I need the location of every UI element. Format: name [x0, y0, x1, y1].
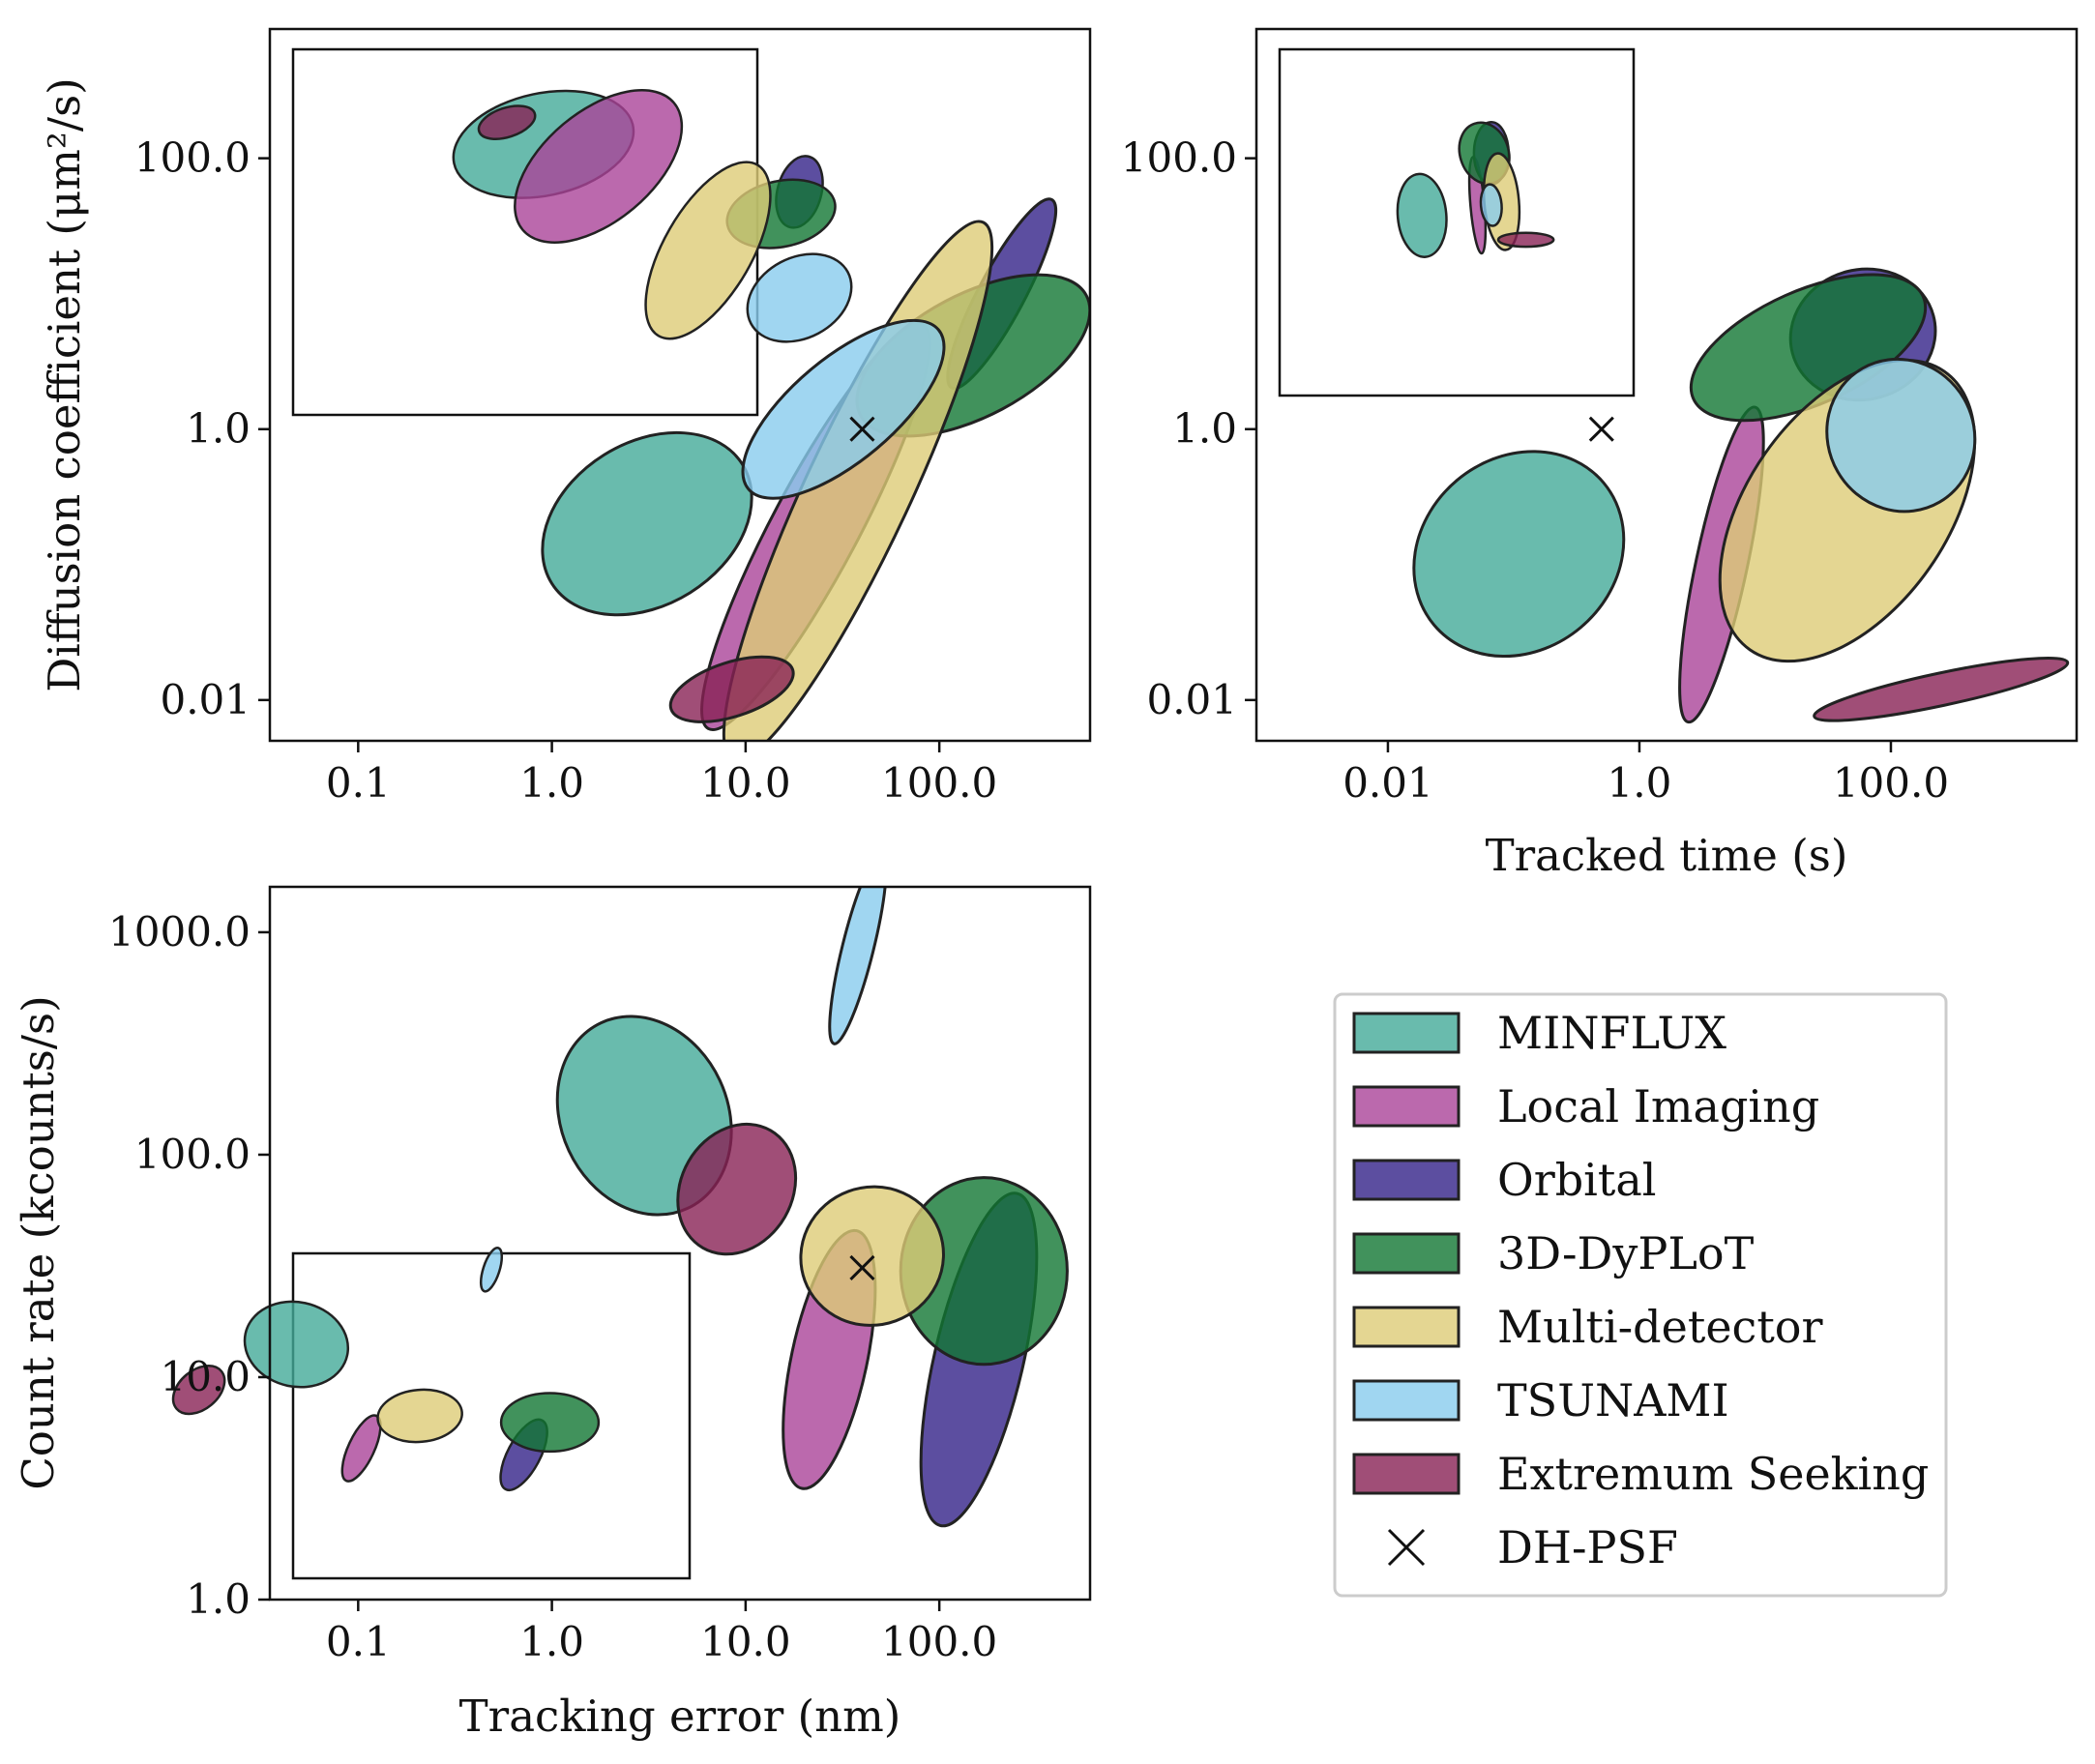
legend-swatch — [1352, 1232, 1461, 1275]
legend-item-extremum-seeking: Extremum Seeking — [1352, 1448, 1929, 1500]
inset-frame — [1278, 47, 1636, 397]
x-ticks: 0.1 1.0 10.0 100.0 — [326, 741, 997, 807]
x-axis-label: Tracked time (s) — [1486, 830, 1848, 881]
y-axis-label: Count rate (kcounts/s) — [13, 995, 64, 1489]
ellipse-tsunami — [1825, 357, 1977, 514]
x-ticks: 0.1 1.0 10.0 100.0 — [326, 1600, 997, 1665]
legend-item-3d-dyplot: 3D-DyPLoT — [1352, 1227, 1755, 1279]
ellipse-tsunami — [828, 887, 888, 1045]
panel-error-vs-countrate: 0.1 1.0 10.0 100.0 1.0 10.0 100.0 1000.0 Track… — [13, 885, 1092, 1742]
legend-swatch — [1352, 1159, 1461, 1201]
legend-item-minflux: MINFLUX — [1352, 1007, 1726, 1059]
x-tick-label: 1.0 — [519, 759, 584, 807]
y-tick-label: 100.0 — [1121, 134, 1237, 182]
y-axis-label: Diffusion coefficient (μm²/s) — [39, 77, 90, 692]
legend-label: Orbital — [1497, 1154, 1656, 1206]
y-tick-label: 100.0 — [134, 1131, 251, 1178]
x-tick-label: 100.0 — [881, 1618, 997, 1665]
legend-frame — [1333, 992, 1948, 1598]
axes-frame — [268, 885, 1092, 1602]
legend: MINFLUX Local Imaging Orbital 3D-DyPLoT Mult… — [1333, 992, 1948, 1598]
marker-dh-psf — [1588, 416, 1614, 442]
legend-item-dh-psf: DH-PSF — [1387, 1521, 1678, 1573]
legend-label: TSUNAMI — [1497, 1374, 1729, 1426]
ellipse-tsunami — [741, 318, 946, 500]
y-tick-label: 0.01 — [1146, 676, 1237, 723]
x-tick-label: 0.01 — [1343, 759, 1433, 807]
legend-label: Extremum Seeking — [1497, 1448, 1929, 1500]
inset-ellipse-minflux — [1396, 172, 1448, 258]
x-tick-label: 100.0 — [881, 759, 997, 807]
inset-ellipse-multi-detector — [376, 1388, 463, 1444]
y-tick-label: 10.0 — [160, 1353, 251, 1400]
marker-dh-psf — [849, 416, 875, 442]
axes-frame — [1254, 27, 2079, 743]
y-ticks: 1.0 10.0 100.0 1000.0 — [108, 908, 270, 1623]
x-tick-label: 10.0 — [700, 759, 791, 807]
legend-label: Multi-detector — [1497, 1301, 1823, 1353]
legend-item-multi-detector: Multi-detector — [1352, 1301, 1823, 1353]
point-layer — [849, 1254, 875, 1281]
x-axis-label: Tracking error (nm) — [459, 1690, 901, 1742]
x-tick-label: 0.1 — [326, 759, 391, 807]
legend-item-tsunami: TSUNAMI — [1352, 1374, 1729, 1426]
inset-ellipse-local-imaging — [340, 1414, 382, 1483]
y-tick-label: 1.0 — [186, 405, 251, 453]
x-tick-label: 1.0 — [1608, 759, 1672, 807]
inset-frame — [291, 1251, 692, 1580]
inset-ellipse-tsunami — [1479, 183, 1503, 227]
legend-swatch — [1352, 1306, 1461, 1348]
ellipse-layer — [1412, 267, 2070, 724]
x-tick-label: 1.0 — [519, 1618, 584, 1665]
inset-ellipse-extremum-seeking — [171, 1365, 226, 1416]
ellipse-minflux — [1412, 450, 1626, 659]
inset-ellipse-local-imaging — [514, 89, 684, 244]
legend-items: MINFLUX Local Imaging Orbital 3D-DyPLoT Mult… — [1352, 1007, 1929, 1573]
inset-ellipse-tsunami — [479, 1247, 504, 1293]
x-tick-label: 0.1 — [326, 1618, 391, 1665]
point-layer — [1588, 416, 1614, 442]
y-ticks: 0.01 1.0 100.0 — [1121, 134, 1256, 723]
ellipse-extremum-seeking — [676, 1122, 798, 1256]
ellipse-extremum-seeking — [1813, 656, 2070, 722]
y-tick-label: 1.0 — [1172, 405, 1237, 453]
legend-label: Local Imaging — [1497, 1080, 1819, 1132]
legend-label: MINFLUX — [1497, 1007, 1726, 1059]
inset-layer — [1278, 47, 1636, 397]
legend-swatch — [1352, 1453, 1461, 1495]
y-tick-label: 1.0 — [186, 1575, 251, 1623]
legend-label: DH-PSF — [1497, 1521, 1678, 1573]
legend-item-orbital: Orbital — [1352, 1154, 1656, 1206]
marker-dh-psf — [849, 1254, 875, 1281]
ellipse-layer — [555, 887, 1069, 1528]
inset-ellipse-tsunami — [746, 252, 853, 343]
legend-swatch — [1352, 1012, 1461, 1054]
y-tick-label: 0.01 — [160, 676, 251, 723]
x-tick-label: 10.0 — [700, 1618, 791, 1665]
inset-layer — [171, 1247, 692, 1580]
point-layer — [849, 416, 875, 442]
axes-frame — [268, 27, 1092, 743]
panel-error-vs-diffusion: 0.1 1.0 10.0 100.0 0.01 1.0 100.0 Diffusion c… — [39, 27, 1092, 807]
inset-ellipse-3d-dyplot — [499, 1392, 601, 1454]
inset-layer — [291, 47, 853, 417]
x-tick-label: 100.0 — [1833, 759, 1949, 807]
inset-ellipse-extremum-seeking — [477, 104, 537, 140]
panel-time-vs-diffusion: 0.01 1.0 100.0 0.01 1.0 100.0 Tracked time (… — [1121, 27, 2079, 881]
inset-ellipse-multi-detector — [644, 161, 772, 340]
ellipse-layer — [541, 197, 1090, 741]
legend-marker-x — [1387, 1528, 1426, 1567]
ellipse-extremum-seeking — [668, 655, 795, 723]
y-ticks: 0.01 1.0 100.0 — [134, 134, 270, 723]
y-tick-label: 1000.0 — [108, 908, 251, 956]
x-ticks: 0.01 1.0 100.0 — [1343, 741, 1949, 807]
y-tick-label: 100.0 — [134, 134, 251, 182]
legend-swatch — [1352, 1085, 1461, 1128]
legend-label: 3D-DyPLoT — [1497, 1227, 1755, 1279]
inset-ellipse-extremum-seeking — [1496, 231, 1555, 249]
legend-swatch — [1352, 1379, 1461, 1422]
legend-item-local-imaging: Local Imaging — [1352, 1080, 1819, 1132]
